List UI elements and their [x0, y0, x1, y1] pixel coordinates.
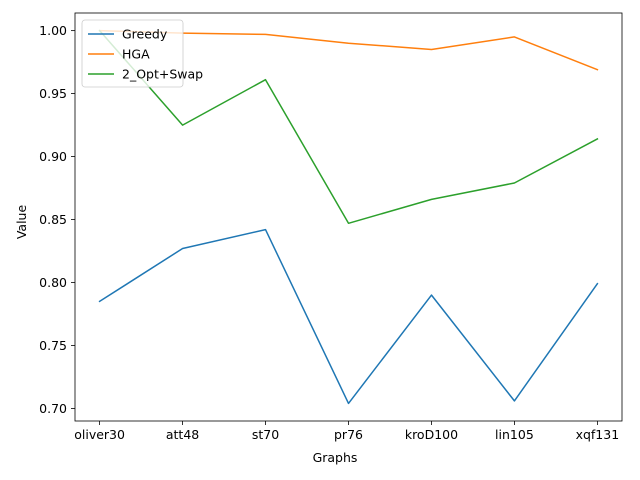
x-tick-label: xqf131 — [576, 427, 620, 442]
y-axis-ticks: 0.70 0.75 0.80 0.85 0.90 0.95 1.00 — [39, 23, 75, 416]
x-tick-label: oliver30 — [74, 427, 125, 442]
y-tick-label: 0.85 — [39, 212, 67, 227]
y-tick-label: 1.00 — [39, 23, 67, 38]
y-axis-label: Value — [14, 205, 29, 240]
y-tick-label: 0.75 — [39, 338, 67, 353]
legend-label: Greedy — [122, 27, 168, 42]
x-tick-label: st70 — [252, 427, 279, 442]
y-tick-label: 0.90 — [39, 149, 67, 164]
y-tick-label: 0.80 — [39, 275, 67, 290]
x-axis-ticks: oliver30 att48 st70 pr76 kroD100 lin105 xqf131 — [74, 421, 619, 442]
legend: Greedy HGA 2_Opt+Swap — [81, 19, 203, 88]
series-line-greedy — [98, 228, 599, 405]
x-axis-label: Graphs — [313, 450, 358, 465]
x-tick-label: kroD100 — [405, 427, 458, 442]
x-tick-label: pr76 — [334, 427, 363, 442]
legend-label: HGA — [122, 47, 150, 62]
series-line-2-opt-swap — [98, 29, 599, 225]
x-tick-label: att48 — [166, 427, 199, 442]
y-tick-label: 0.95 — [39, 86, 67, 101]
legend-box — [81, 19, 184, 88]
y-tick-label: 0.70 — [39, 401, 67, 416]
x-tick-label: lin105 — [495, 427, 534, 442]
legend-label: 2_Opt+Swap — [122, 67, 203, 82]
